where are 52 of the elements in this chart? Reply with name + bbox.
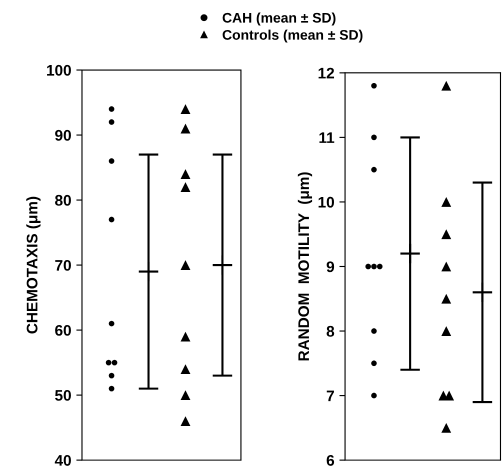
point bbox=[441, 422, 452, 433]
point bbox=[472, 282, 494, 304]
point bbox=[371, 166, 377, 172]
point bbox=[212, 254, 234, 276]
y-tick-label: 12 bbox=[318, 68, 334, 78]
point bbox=[180, 104, 190, 114]
point bbox=[108, 106, 114, 112]
point bbox=[441, 80, 452, 91]
point bbox=[371, 264, 377, 270]
point bbox=[441, 197, 452, 207]
point bbox=[180, 390, 190, 400]
point bbox=[441, 262, 452, 272]
y-tick-label: 60 bbox=[55, 324, 71, 336]
point bbox=[108, 372, 114, 378]
y-tick-label: 50 bbox=[55, 390, 71, 401]
point bbox=[180, 332, 190, 342]
legend-label: CAH (mean ± SD) bbox=[222, 12, 336, 26]
legend-label: Controls (mean ± SD) bbox=[222, 30, 362, 43]
point bbox=[180, 124, 190, 134]
point bbox=[108, 119, 114, 125]
y-tick-label: 90 bbox=[55, 130, 71, 141]
point bbox=[441, 294, 452, 304]
y-tick-label: 40 bbox=[54, 455, 71, 466]
point bbox=[399, 242, 421, 264]
point bbox=[371, 392, 377, 398]
y-axis-title: RANDOM MOTILITY (μm) bbox=[298, 172, 312, 360]
point bbox=[108, 158, 114, 164]
point bbox=[441, 326, 452, 336]
point bbox=[180, 364, 190, 374]
point bbox=[371, 134, 377, 140]
y-tick-label: 100 bbox=[47, 64, 71, 76]
point bbox=[180, 416, 190, 426]
y-tick-label: 10 bbox=[318, 196, 334, 208]
y-tick-label: 11 bbox=[319, 132, 334, 143]
point bbox=[108, 216, 114, 222]
y-tick-label: 7 bbox=[326, 390, 334, 402]
y-axis-title: CHEMOTAXIS (μm) bbox=[26, 196, 41, 334]
point bbox=[371, 328, 377, 334]
point bbox=[108, 320, 114, 326]
point bbox=[138, 260, 160, 282]
y-tick-label: 8 bbox=[326, 326, 334, 337]
point bbox=[371, 360, 377, 366]
point bbox=[180, 260, 190, 270]
point bbox=[441, 229, 452, 240]
point bbox=[180, 169, 190, 179]
y-tick-label: 6 bbox=[326, 455, 334, 466]
y-tick-label: 9 bbox=[326, 261, 334, 272]
point bbox=[371, 82, 377, 89]
y-tick-label: 70 bbox=[55, 260, 71, 271]
y-tick-label: 80 bbox=[55, 194, 71, 206]
point bbox=[180, 182, 190, 192]
point bbox=[108, 386, 114, 392]
